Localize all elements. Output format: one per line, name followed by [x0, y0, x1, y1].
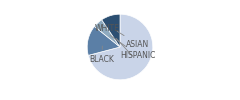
- Wedge shape: [102, 14, 120, 47]
- Wedge shape: [87, 26, 120, 55]
- Wedge shape: [88, 14, 153, 80]
- Text: ASIAN: ASIAN: [117, 31, 150, 49]
- Legend: 70.9%, 14.9%, 9.4%, 4.8%: 70.9%, 14.9%, 9.4%, 4.8%: [53, 98, 187, 100]
- Text: WHITE: WHITE: [95, 24, 132, 56]
- Text: HISPANIC: HISPANIC: [110, 35, 156, 60]
- Wedge shape: [95, 20, 120, 47]
- Text: BLACK: BLACK: [90, 46, 114, 64]
